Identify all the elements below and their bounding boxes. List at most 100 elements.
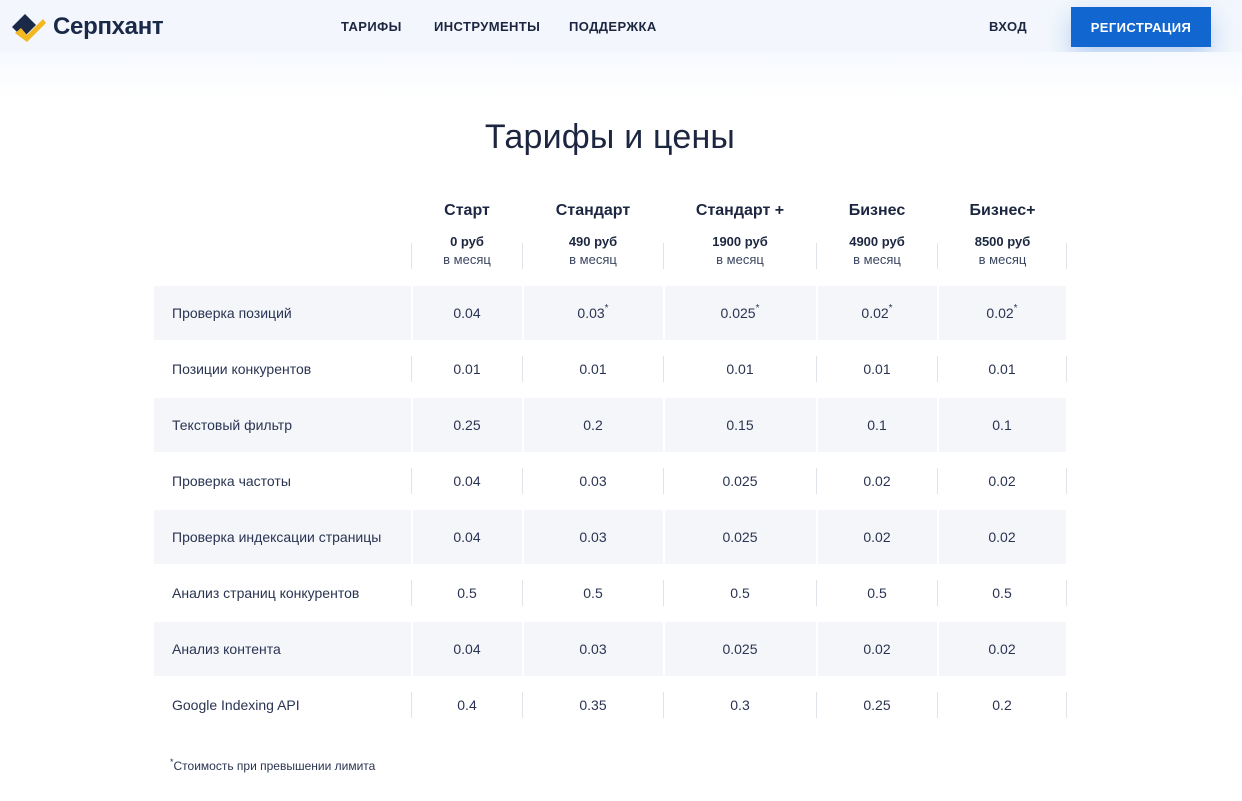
row-label: Проверка индексации страницы <box>172 529 382 545</box>
top-header: Серпхант ТАРИФЫ ИНСТРУМЕНТЫ ПОДДЕРЖКА ВХ… <box>0 0 1242 52</box>
column-divider <box>522 692 523 718</box>
plan-header-start: Старт 0 руб в месяц <box>412 190 522 270</box>
row-label: Анализ контента <box>172 641 281 657</box>
plan-name: Старт <box>444 202 490 219</box>
price-cell: 0.5 <box>407 566 527 620</box>
price-value: 0.02 <box>863 529 891 545</box>
column-divider <box>1066 286 1068 340</box>
column-divider <box>1066 622 1068 676</box>
price-cell: 0.03 <box>533 454 653 508</box>
nav-item-support[interactable]: ПОДДЕРЖКА <box>569 19 657 34</box>
price-cell: 0.02 <box>942 454 1062 508</box>
brand-name: Серпхант <box>53 13 164 40</box>
column-divider <box>816 286 818 340</box>
price-value: 0.025 <box>722 529 758 545</box>
row-label: Анализ страниц конкурентов <box>172 585 360 601</box>
price-cell: 0.03 <box>533 510 653 564</box>
column-divider <box>522 468 523 494</box>
column-divider <box>816 243 817 269</box>
price-cell: 0.04 <box>407 286 527 340</box>
price-value: 0.5 <box>457 585 477 601</box>
plan-header-standard-plus: Стандарт + 1900 руб в месяц <box>664 190 816 270</box>
price-value: 0.5 <box>867 585 887 601</box>
header-shadow <box>0 52 1242 98</box>
column-divider <box>411 398 413 452</box>
asterisk-mark: * <box>1013 303 1018 315</box>
price-value: 0.01 <box>863 361 891 377</box>
table-row: Позиции конкурентов 0.01 0.01 0.01 0.01 0.01 <box>154 342 1067 396</box>
plan-price: 1900 руб <box>712 234 768 249</box>
plan-period: в месяц <box>716 252 764 267</box>
price-cell: 0.04 <box>407 454 527 508</box>
row-label: Проверка позиций <box>172 305 292 321</box>
column-divider <box>937 243 938 269</box>
column-divider <box>522 356 523 382</box>
price-cell: 0.01 <box>817 342 937 396</box>
table-row: Google Indexing API 0.4 0.35 0.3 0.25 0.2 <box>154 678 1067 732</box>
plan-period: в месяц <box>978 252 1027 267</box>
asterisk-mark: * <box>755 303 760 315</box>
column-divider <box>816 580 817 606</box>
column-divider <box>816 622 818 676</box>
login-link[interactable]: ВХОД <box>989 19 1028 34</box>
price-value: 0.025 <box>722 473 758 489</box>
plan-period: в месяц <box>853 252 901 267</box>
price-cell: 0.5 <box>680 566 800 620</box>
plan-header-business-plus: Бизнес+ 8500 руб в месяц <box>938 190 1067 270</box>
price-value: 0.02 <box>988 529 1016 545</box>
page-title: Тарифы и цены <box>484 118 736 156</box>
price-cell: 0.02* <box>817 286 937 340</box>
price-cell: 0.15 <box>680 398 800 452</box>
price-cell: 0.4 <box>407 678 527 732</box>
price-value: 0.04 <box>453 305 481 321</box>
table-row: Проверка позиций 0.04 0.03* 0.025* 0.02* 0.02… <box>154 286 1068 340</box>
column-divider <box>816 510 818 564</box>
price-value: 0.04 <box>453 473 481 489</box>
column-divider <box>663 510 665 564</box>
price-value: 0.03 <box>577 305 605 321</box>
price-cell: 0.25 <box>407 398 527 452</box>
price-value: 0.5 <box>730 585 750 601</box>
column-divider <box>937 286 939 340</box>
plan-price: 0 руб <box>450 234 484 249</box>
price-value: 0.025 <box>722 641 758 657</box>
table-row: Анализ контента 0.04 0.03 0.025 0.02 0.02 <box>154 622 1068 676</box>
price-value: 0.2 <box>992 697 1012 713</box>
plan-name: Бизнес <box>848 202 906 219</box>
register-button[interactable]: РЕГИСТРАЦИЯ <box>1071 7 1211 47</box>
column-divider <box>816 692 817 718</box>
price-cell: 0.5 <box>817 566 937 620</box>
price-value: 0.04 <box>453 529 481 545</box>
price-value: 0.5 <box>992 585 1012 601</box>
price-cell: 0.35 <box>533 678 653 732</box>
nav-item-tariffs[interactable]: ТАРИФЫ <box>341 19 402 34</box>
price-value: 0.01 <box>579 361 607 377</box>
brand-logo[interactable]: Серпхант <box>10 8 164 46</box>
price-value: 0.04 <box>453 641 481 657</box>
column-divider <box>411 692 412 718</box>
plan-header-standard: Стандарт 490 руб в месяц <box>523 190 663 270</box>
plan-price: 490 руб <box>568 234 618 249</box>
plan-name: Бизнес+ <box>969 202 1036 219</box>
price-value: 0.02 <box>986 305 1014 321</box>
asterisk-mark: * <box>604 303 609 315</box>
price-value: 0.01 <box>453 361 481 377</box>
column-divider <box>937 510 939 564</box>
column-divider <box>411 510 413 564</box>
column-divider <box>816 398 818 452</box>
column-divider <box>411 243 412 269</box>
price-value: 0.4 <box>457 697 477 713</box>
price-cell: 0.2 <box>942 678 1062 732</box>
price-value: 0.5 <box>583 585 603 601</box>
nav-item-tools[interactable]: ИНСТРУМЕНТЫ <box>434 19 541 34</box>
price-cell: 0.025 <box>680 454 800 508</box>
column-divider <box>816 468 817 494</box>
price-cell: 0.03* <box>533 286 653 340</box>
price-value: 0.02 <box>988 473 1016 489</box>
footnote-mark: * <box>170 757 174 767</box>
column-divider <box>1066 398 1068 452</box>
row-label: Текстовый фильтр <box>172 417 292 433</box>
column-divider <box>937 692 938 718</box>
price-value: 0.25 <box>453 417 481 433</box>
plan-header-business: Бизнес 4900 руб в месяц <box>817 190 937 270</box>
